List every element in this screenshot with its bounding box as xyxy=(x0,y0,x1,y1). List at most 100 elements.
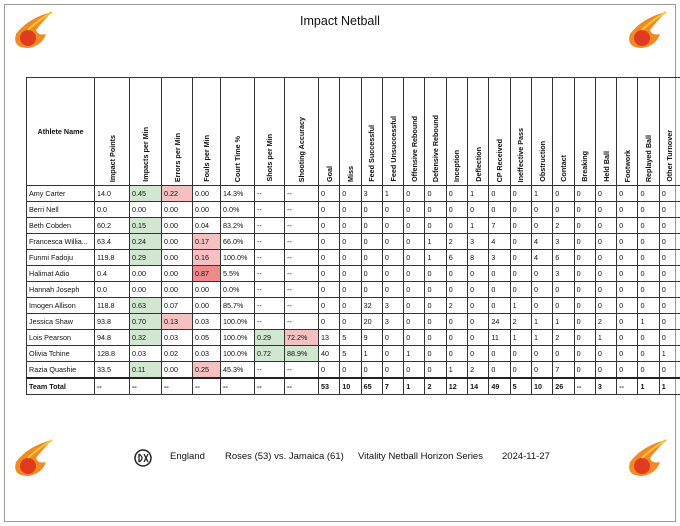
stat-cell: 12 xyxy=(445,377,469,395)
stat-cell: 0 xyxy=(339,249,362,266)
stat-cell: 0.00 xyxy=(161,217,193,234)
stat-cell: 0.00 xyxy=(192,185,221,202)
stat-cell: 1 xyxy=(637,377,660,395)
athlete-row: Razia Quashie 33.5 0.11 0.00 0.25 45.3% -- -- 0 0… xyxy=(26,361,680,379)
stat-cell: 0 xyxy=(488,265,511,282)
stat-cell: -- xyxy=(254,265,285,282)
stat-cell: 7 xyxy=(552,361,575,379)
stat-cell: 53 xyxy=(317,377,341,395)
stat-cell: -- xyxy=(220,377,255,395)
stat-cell: -- xyxy=(254,185,285,202)
logo xyxy=(629,439,667,476)
stat-cell: 0.03 xyxy=(161,329,193,346)
column-header-text: Obstruction xyxy=(537,141,547,182)
stat-cell: 0 xyxy=(445,201,469,218)
stat-cell: 0 xyxy=(573,345,596,362)
stat-cell: 0 xyxy=(339,361,362,379)
stat-cell: -- xyxy=(254,217,285,234)
column-header-text: Shooting Accuracy xyxy=(297,116,306,182)
column-header-text: Defensive Rebound xyxy=(431,114,441,182)
stat-cell: 0.03 xyxy=(192,345,221,362)
stat-cell: 0 xyxy=(403,281,426,298)
column-header-text: Deflection xyxy=(473,147,483,182)
stat-cell: 0.32 xyxy=(129,329,162,346)
column-header: Miss xyxy=(339,77,362,186)
stat-cell: 3 xyxy=(552,233,575,250)
stat-cell: 0 xyxy=(616,313,639,330)
stat-cell: 0 xyxy=(403,361,426,379)
stat-cell: 2 xyxy=(594,313,618,330)
stat-cell: 5 xyxy=(339,329,362,346)
stat-cell: 0 xyxy=(509,217,532,234)
stat-cell: -- xyxy=(284,281,319,298)
athlete-name: Team Total xyxy=(26,377,95,395)
stat-cell: 0 xyxy=(552,297,575,314)
stat-cell: 0.29 xyxy=(254,329,285,346)
column-header: Footwork xyxy=(616,77,639,186)
stat-cell: 0 xyxy=(339,217,362,234)
stat-cell: 0.02 xyxy=(161,345,193,362)
stat-cell: 0 xyxy=(424,313,447,330)
logo xyxy=(15,11,53,48)
stat-cell: 0 xyxy=(573,281,596,298)
stat-cell: 2 xyxy=(424,377,447,395)
stat-cell: 3 xyxy=(594,377,618,395)
column-header: Other Turnover xyxy=(658,77,680,186)
stat-cell: 0 xyxy=(424,345,447,362)
stat-cell: 0.04 xyxy=(192,217,221,234)
stat-cell: 2 xyxy=(445,297,469,314)
stat-cell: 0 xyxy=(360,361,383,379)
stat-cell: 0 xyxy=(317,361,341,379)
footer-series: Vitality Netball Horizon Series xyxy=(358,451,483,462)
column-header: Feed Successful xyxy=(360,77,383,186)
stat-cell: 3 xyxy=(488,249,511,266)
stat-cell: 2 xyxy=(552,217,575,234)
stat-cell: 0 xyxy=(424,265,447,282)
stat-cell: 0 xyxy=(530,201,554,218)
stat-cell: 0 xyxy=(339,313,362,330)
stat-cell: -- xyxy=(284,249,319,266)
column-header: Feed Unsuccessful xyxy=(381,77,405,186)
stat-cell: 0 xyxy=(360,201,383,218)
column-header-text: Errors per Min xyxy=(172,132,182,182)
stat-cell: 0 xyxy=(594,345,618,362)
column-header: Breaking xyxy=(573,77,596,186)
column-header-text: Miss xyxy=(345,166,355,182)
stat-cell: 0.00 xyxy=(129,201,162,218)
stat-cell: 24 xyxy=(488,313,511,330)
stat-cell: 0 xyxy=(573,297,596,314)
stat-cell: 1 xyxy=(424,233,447,250)
column-header-text: Shots per Min xyxy=(265,134,274,182)
stat-cell: 0 xyxy=(381,233,405,250)
stat-cell: 0 xyxy=(637,217,660,234)
stat-cell: 0 xyxy=(488,201,511,218)
column-header: Deflection xyxy=(467,77,490,186)
stat-cell: 7 xyxy=(488,217,511,234)
stat-cell: 0 xyxy=(360,249,383,266)
stat-cell: 0 xyxy=(594,201,618,218)
stat-cell: 9 xyxy=(360,329,383,346)
stat-cell: 8 xyxy=(467,249,490,266)
stat-cell: 0 xyxy=(445,265,469,282)
stat-cell: 0.0 xyxy=(94,201,130,218)
stat-cell: 1 xyxy=(658,377,680,395)
column-header-text: Replayed Ball xyxy=(644,134,654,182)
column-header: Shots per Min xyxy=(254,77,285,186)
stat-cell: 0.00 xyxy=(161,281,193,298)
stat-cell: 0.63 xyxy=(129,297,162,314)
column-header-text: Inception xyxy=(452,150,462,182)
stat-cell: 0 xyxy=(509,281,532,298)
athlete-name: Imogen Allison xyxy=(26,297,95,314)
stat-cell: -- xyxy=(161,377,193,395)
footer-date: 2024-11-27 xyxy=(502,451,550,462)
stat-cell: 0.72 xyxy=(254,345,285,362)
stat-cell: 0 xyxy=(317,313,341,330)
athlete-name: Amy Carter xyxy=(26,185,95,202)
stat-cell: 100.0% xyxy=(220,249,255,266)
stat-cell: 0.00 xyxy=(192,297,221,314)
stat-cell: 83.2% xyxy=(220,217,255,234)
stat-cell: 0.15 xyxy=(129,217,162,234)
stat-cell: -- xyxy=(284,217,319,234)
stat-cell: 7 xyxy=(381,377,405,395)
column-header-text: Goal xyxy=(324,166,334,182)
